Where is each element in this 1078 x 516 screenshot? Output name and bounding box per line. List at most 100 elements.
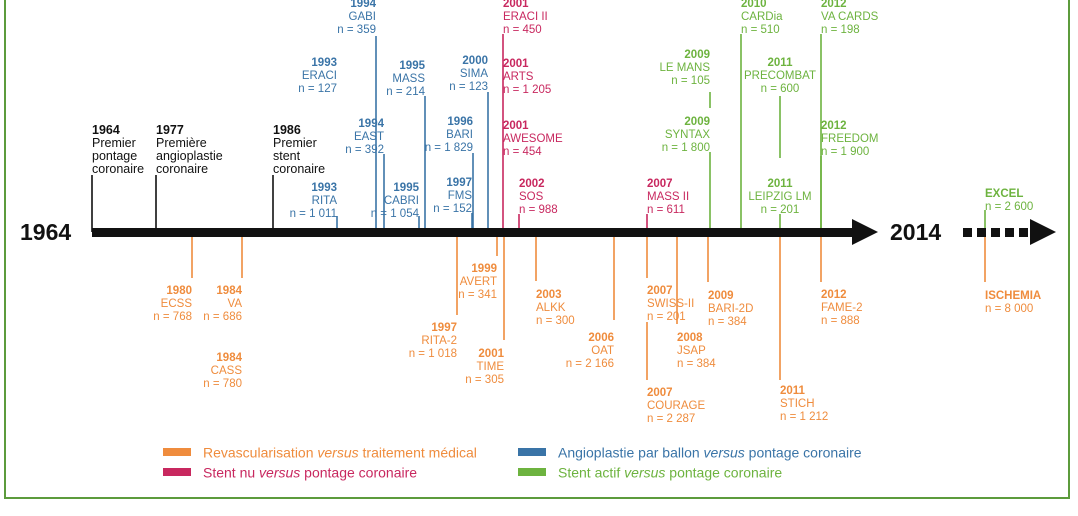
trial-name: RITA-2: [421, 335, 457, 347]
legend-text: pontage coronaire: [300, 464, 418, 481]
legend-item-green: Stent actif versus pontage coronaire: [518, 463, 782, 480]
trial-name: RITA: [312, 195, 338, 207]
trial-name: EXCEL: [985, 188, 1023, 200]
legend-text: Stent nu: [203, 464, 260, 481]
trial-year: 2012: [821, 120, 847, 132]
trial-name: PRECOMBAT: [744, 70, 816, 82]
trial-year: 2000: [462, 55, 488, 67]
trial-name: Premier: [92, 136, 136, 150]
timeline-dash-3: [991, 228, 1000, 237]
trial-year: 2001: [478, 348, 504, 360]
trial-sample-size: n = 988: [519, 204, 558, 216]
trial-name: TIME: [477, 361, 505, 373]
trial-name: SWISS-II: [647, 298, 694, 310]
trial-name: ECSS: [161, 298, 193, 310]
trial-name: angioplastie: [156, 149, 223, 163]
trial-name: MASS II: [647, 191, 689, 203]
trial-name: BARI: [446, 129, 473, 141]
trial-name: SOS: [519, 191, 544, 203]
legend-text: pontage coronaire: [744, 444, 862, 461]
trial-year: 2007: [647, 178, 673, 190]
trial-name: FMS: [448, 190, 473, 202]
trial-name: OAT: [591, 345, 614, 357]
trial-year: 2011: [768, 57, 794, 69]
trial-name: ERACI II: [503, 11, 548, 23]
trial-sample-size: n = 611: [647, 204, 685, 216]
trial-sample-size: n = 305: [465, 374, 504, 386]
trial-sample-size: n = 341: [458, 289, 497, 301]
trial-name: EAST: [354, 131, 384, 143]
trial-year: 2008: [677, 332, 703, 344]
trial-name: LEIPZIG LM: [748, 191, 811, 203]
trial-name: GABI: [349, 11, 376, 23]
trial-year: 2001: [503, 120, 529, 132]
trial-year: 2007: [647, 285, 673, 297]
trial-name: VA CARDS: [821, 11, 879, 23]
trial-sample-size: n = 152: [433, 203, 472, 215]
timeline-axis-bar: [92, 228, 854, 237]
trial-sample-size: n = 123: [449, 81, 488, 93]
trial-year: 1984: [216, 352, 242, 364]
trial-sample-size: n = 888: [821, 315, 860, 327]
timeline-dash-2: [977, 228, 986, 237]
trial-year: 1980: [166, 285, 192, 297]
legend-text: pontage coronaire: [665, 464, 783, 481]
trial-sample-size: n = 454: [503, 146, 542, 158]
trial-name: ISCHEMIA: [985, 290, 1041, 302]
trial-year: 2003: [536, 289, 562, 301]
trial-sample-size: n = 2 166: [566, 358, 614, 370]
trial-sample-size: n = 384: [708, 316, 747, 328]
trial-year: 1986: [273, 123, 301, 137]
figure-frame: [4, 0, 1070, 499]
trial-labels: 1964Premierpontagecoronaire1977Premièrea…: [92, 0, 1041, 425]
trial-year: 1993: [311, 182, 337, 194]
trial-name: ARTS: [503, 71, 534, 83]
trial-year: 2009: [708, 290, 734, 302]
legend-text: Angioplastie par ballon: [558, 444, 704, 461]
trial-name: FREEDOM: [821, 133, 879, 145]
trial-year: 2006: [588, 332, 614, 344]
trial-name: SIMA: [460, 68, 488, 80]
timeline-extension-arrowhead: [1030, 219, 1056, 245]
legend-text: versus: [624, 464, 666, 481]
trial-name: LE MANS: [660, 62, 711, 74]
trial-name: SYNTAX: [665, 129, 710, 141]
trial-sample-size: n = 450: [503, 24, 542, 36]
trial-name: JSAP: [677, 345, 706, 357]
trial-name: CABRI: [384, 195, 419, 207]
trial-name: Première: [156, 136, 207, 150]
trial-sample-size: n = 201: [761, 204, 800, 216]
trial-year: 2011: [780, 385, 806, 397]
trial-sample-size: n = 510: [741, 24, 780, 36]
trial-year: 2010: [741, 0, 767, 10]
trial-sample-size: n = 1 900: [821, 146, 869, 158]
trial-name: coronaire: [156, 162, 208, 176]
timeline-start-label: 1964: [20, 219, 71, 245]
trial-sample-size: n = 768: [153, 311, 192, 323]
legend-text: versus: [259, 464, 301, 481]
timeline-end-label: 2014: [890, 219, 941, 245]
trial-name: AVERT: [460, 276, 497, 288]
trial-name: FAME-2: [821, 302, 863, 314]
trial-year: 1994: [358, 118, 384, 130]
timeline-dash-4: [1005, 228, 1014, 237]
